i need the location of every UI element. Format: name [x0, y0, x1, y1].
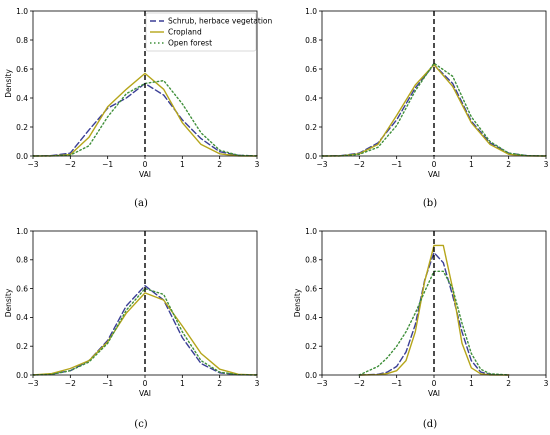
y-tick-label: 0.4 [16, 94, 28, 103]
x-tick-label: 1 [180, 160, 185, 169]
x-tick-label: 2 [217, 379, 222, 388]
y-tick-label: 0.0 [305, 371, 317, 380]
chart-panel-3: 0.0 0.2 0.4 0.6 0.8 1.0 −3 −2 −1 0 1 2 3 VAI Density (c… [4, 227, 260, 430]
x-tick-label: 1 [469, 379, 474, 388]
x-tick-label: −3 [27, 160, 38, 169]
x-axis-label: VAI [428, 170, 440, 179]
y-tick-label: 0.4 [305, 94, 317, 103]
series-line-1 [358, 251, 510, 376]
y-tick-label: 0.8 [305, 256, 317, 265]
x-tick-label: 2 [506, 379, 511, 388]
y-tick-label: 0.8 [16, 36, 28, 45]
y-tick-label: 0.6 [16, 65, 28, 74]
y-tick-label: 0.0 [16, 152, 28, 161]
y-tick-label: 1.0 [305, 7, 317, 16]
y-axis-label: Density [4, 288, 13, 317]
x-tick-label: 1 [180, 379, 185, 388]
chart-panel-1: 0.0 0.2 0.4 0.6 0.8 1.0 −3 −2 −1 0 1 2 3 VAI Density (a… [4, 7, 273, 209]
panel-label: (d) [423, 419, 437, 430]
x-tick-label: 3 [544, 160, 549, 169]
x-tick-label: −1 [102, 379, 113, 388]
x-tick-label: 0 [432, 379, 437, 388]
y-tick-label: 0.0 [305, 152, 317, 161]
x-tick-label: −3 [27, 379, 38, 388]
y-tick-label: 1.0 [16, 7, 28, 16]
legend-box [145, 12, 257, 52]
panel-label: (c) [134, 419, 148, 430]
y-tick-label: 0.4 [305, 313, 317, 322]
x-tick-label: −1 [102, 160, 113, 169]
panel-label: (a) [134, 198, 148, 209]
y-tick-label: 1.0 [305, 227, 317, 236]
x-tick-label: −2 [65, 160, 76, 169]
legend-label: Schrub, herbace vegetation [168, 17, 273, 26]
y-tick-label: 0.6 [305, 284, 317, 293]
x-tick-label: 2 [217, 160, 222, 169]
y-tick-label: 0.2 [305, 123, 317, 132]
y-axis-label: Density [4, 69, 13, 98]
x-tick-label: −3 [316, 379, 327, 388]
x-tick-label: 0 [143, 160, 148, 169]
y-tick-label: 0.2 [16, 123, 28, 132]
x-tick-label: −2 [65, 379, 76, 388]
plot-frame [321, 230, 547, 376]
x-tick-label: −1 [391, 379, 402, 388]
series-line-2 [32, 292, 258, 376]
panel-label: (b) [423, 198, 437, 209]
legend-label: Cropland [168, 28, 202, 37]
x-tick-label: 3 [255, 379, 260, 388]
x-tick-label: −2 [354, 379, 365, 388]
legend-label: Open forest [168, 39, 212, 48]
series-line-3 [321, 62, 547, 157]
y-axis-label: Density [293, 288, 302, 317]
y-tick-label: 0.0 [16, 371, 28, 380]
chart-panel-2: 0.0 0.2 0.4 0.6 0.8 1.0 −3 −2 −1 0 1 2 3 VAI (b) [305, 7, 549, 209]
y-tick-label: 0.8 [16, 256, 28, 265]
y-tick-label: 0.4 [16, 313, 28, 322]
y-tick-label: 0.8 [305, 36, 317, 45]
y-tick-label: 0.2 [16, 342, 28, 351]
x-axis-label: VAI [139, 389, 151, 398]
x-axis-label: VAI [139, 170, 151, 179]
series-line-3 [32, 287, 258, 376]
x-tick-label: 2 [506, 160, 511, 169]
x-tick-label: −2 [354, 160, 365, 169]
legend: Schrub, herbace vegetation Cropland Open f… [145, 12, 273, 52]
x-tick-label: 3 [544, 379, 549, 388]
x-tick-label: 0 [143, 379, 148, 388]
x-tick-label: 1 [469, 160, 474, 169]
chart-panel-4: 0.0 0.2 0.4 0.6 0.8 1.0 −3 −2 −1 0 1 2 3 VAI Density (d… [293, 227, 549, 430]
x-tick-label: −1 [391, 160, 402, 169]
y-tick-label: 0.6 [305, 65, 317, 74]
plot-frame [32, 10, 258, 157]
y-tick-label: 1.0 [16, 227, 28, 236]
plot-frame [321, 10, 547, 157]
x-axis-label: VAI [428, 389, 440, 398]
x-tick-label: 3 [255, 160, 260, 169]
y-tick-label: 0.2 [305, 342, 317, 351]
plot-frame [32, 230, 258, 376]
y-tick-label: 0.6 [16, 284, 28, 293]
series-line-2 [358, 244, 510, 376]
x-tick-label: −3 [316, 160, 327, 169]
x-tick-label: 0 [432, 160, 437, 169]
